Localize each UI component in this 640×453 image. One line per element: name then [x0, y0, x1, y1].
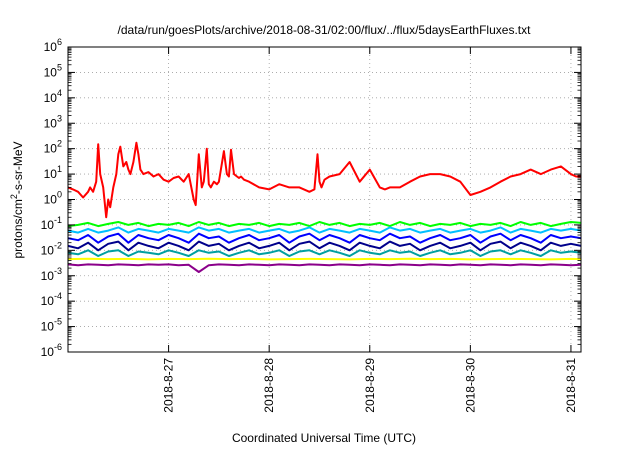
y-tick-label: 106 — [44, 37, 62, 54]
series-line-7 — [67, 257, 582, 261]
y-tick-label-base: 10 — [41, 345, 55, 359]
y-tick-label-base: 10 — [44, 116, 58, 130]
y-tick-label-base: 10 — [41, 243, 55, 257]
y-tick-label: 102 — [44, 139, 62, 156]
y-axis-label-base: protons/cm — [11, 199, 25, 258]
y-tick-label-base: 10 — [41, 320, 55, 334]
y-tick-label-base: 10 — [44, 193, 58, 207]
x-tick-label: 2018-8-31 — [564, 358, 578, 413]
y-tick-label-base: 10 — [41, 218, 55, 232]
y-tick-label-base: 10 — [41, 269, 55, 283]
y-tick-label: 10-6 — [41, 342, 62, 359]
y-tick-label-base: 10 — [44, 65, 58, 79]
y-tick-label-exponent: 2 — [57, 139, 62, 149]
series-line-3 — [67, 226, 582, 234]
series-line-8 — [67, 263, 582, 273]
y-tick-label: 10-5 — [41, 317, 62, 334]
x-tick-label: 2018-8-28 — [262, 358, 276, 413]
y-tick-label: 10-1 — [41, 215, 62, 232]
series-line-1 — [67, 141, 581, 219]
y-tick-label-exponent: -4 — [54, 291, 62, 301]
y-tick-label-base: 10 — [44, 40, 58, 54]
tick-layer: 10-610-510-410-310-210-11001011021031041… — [41, 37, 581, 413]
y-tick-label-base: 10 — [41, 294, 55, 308]
y-tick-label-exponent: -5 — [54, 317, 62, 327]
y-tick-label-exponent: 5 — [57, 62, 62, 72]
series-line-6 — [67, 249, 582, 257]
y-tick-label: 103 — [44, 113, 62, 130]
y-axis-label-sup: 2 — [9, 194, 19, 199]
y-tick-label-base: 10 — [44, 91, 58, 105]
x-axis-label: Coordinated Universal Time (UTC) — [232, 431, 416, 445]
y-axis-label-rest: -s-sr-MeV — [11, 141, 25, 194]
x-tick-label: 2018-8-30 — [463, 358, 477, 413]
y-tick-label: 100 — [44, 190, 62, 207]
y-tick-label-exponent: 1 — [57, 164, 62, 174]
y-tick-label-base: 10 — [44, 167, 58, 181]
y-tick-label: 105 — [44, 62, 62, 79]
y-axis-label: protons/cm2-s-sr-MeV — [9, 141, 25, 258]
y-tick-label-exponent: -2 — [54, 240, 62, 250]
series-line-5 — [67, 240, 582, 252]
y-tick-label: 101 — [44, 164, 62, 181]
y-tick-label: 104 — [44, 88, 62, 105]
y-tick-label: 10-3 — [41, 266, 62, 283]
x-tick-label: 2018-8-27 — [162, 358, 176, 413]
y-tick-label-exponent: -1 — [54, 215, 62, 225]
y-tick-label-exponent: -3 — [54, 266, 62, 276]
series-layer — [67, 141, 582, 273]
grid-layer — [68, 47, 581, 352]
y-tick-label-base: 10 — [44, 142, 58, 156]
y-tick-label-exponent: 6 — [57, 37, 62, 47]
y-tick-label-exponent: -6 — [54, 342, 62, 352]
y-tick-label-exponent: 0 — [57, 190, 62, 200]
series-line-4 — [67, 232, 582, 244]
y-tick-label: 10-2 — [41, 240, 62, 257]
y-tick-label: 10-4 — [41, 291, 62, 308]
x-tick-label: 2018-8-29 — [363, 358, 377, 413]
chart-title: /data/run/goesPlots/archive/2018-08-31/0… — [118, 23, 532, 37]
y-tick-label-exponent: 4 — [57, 88, 62, 98]
y-tick-label-exponent: 3 — [57, 113, 62, 123]
series-line-2 — [67, 221, 582, 228]
